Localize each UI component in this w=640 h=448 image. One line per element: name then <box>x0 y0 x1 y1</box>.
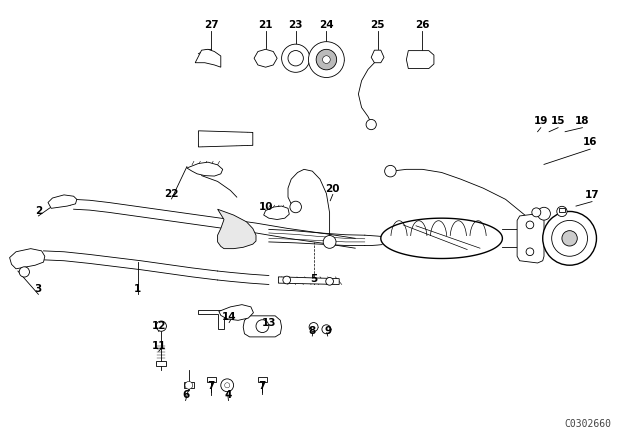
Text: 2: 2 <box>35 206 42 215</box>
Circle shape <box>156 321 166 331</box>
Text: 25: 25 <box>371 20 385 30</box>
Circle shape <box>557 207 567 216</box>
Text: 1: 1 <box>134 284 141 294</box>
Polygon shape <box>218 209 256 249</box>
Polygon shape <box>258 377 267 382</box>
Circle shape <box>326 277 333 285</box>
Polygon shape <box>198 310 230 329</box>
Circle shape <box>543 211 596 265</box>
Text: 3: 3 <box>35 284 42 294</box>
Polygon shape <box>278 277 339 284</box>
Text: 21: 21 <box>259 20 273 30</box>
Text: 5: 5 <box>310 274 317 284</box>
Text: 14: 14 <box>222 312 236 322</box>
Text: 20: 20 <box>326 184 340 194</box>
Polygon shape <box>559 208 565 212</box>
Text: 13: 13 <box>262 319 276 328</box>
Text: 7: 7 <box>207 381 215 391</box>
Text: 4: 4 <box>225 390 232 400</box>
Polygon shape <box>254 49 277 67</box>
Text: 12: 12 <box>152 321 166 331</box>
Circle shape <box>185 381 193 389</box>
Polygon shape <box>243 316 282 337</box>
Text: 10: 10 <box>259 202 273 212</box>
Text: 27: 27 <box>204 20 218 30</box>
Polygon shape <box>184 382 194 388</box>
Polygon shape <box>198 131 253 147</box>
Polygon shape <box>187 162 223 176</box>
Circle shape <box>526 221 534 229</box>
Text: 16: 16 <box>583 138 597 147</box>
Text: C0302660: C0302660 <box>564 419 611 429</box>
Circle shape <box>385 165 396 177</box>
Circle shape <box>562 231 577 246</box>
Text: 23: 23 <box>289 20 303 30</box>
Text: 26: 26 <box>415 20 429 30</box>
Polygon shape <box>10 249 45 269</box>
Circle shape <box>552 220 588 256</box>
Circle shape <box>19 267 29 277</box>
Polygon shape <box>406 51 434 69</box>
Polygon shape <box>371 50 384 63</box>
Text: 19: 19 <box>534 116 548 126</box>
Circle shape <box>308 42 344 78</box>
Polygon shape <box>156 361 166 366</box>
Polygon shape <box>207 377 216 382</box>
Circle shape <box>323 56 330 64</box>
Circle shape <box>366 120 376 129</box>
Circle shape <box>309 323 318 332</box>
Text: 9: 9 <box>324 326 332 336</box>
Circle shape <box>221 379 234 392</box>
Text: 22: 22 <box>164 189 179 198</box>
Circle shape <box>256 320 269 332</box>
Polygon shape <box>381 218 502 258</box>
Text: 8: 8 <box>308 326 316 336</box>
Circle shape <box>225 383 230 388</box>
Text: 18: 18 <box>575 116 589 126</box>
Text: 7: 7 <box>259 381 266 391</box>
Text: 24: 24 <box>319 20 333 30</box>
Polygon shape <box>219 305 253 320</box>
Circle shape <box>532 208 541 217</box>
Text: 15: 15 <box>551 116 565 126</box>
Circle shape <box>290 201 301 213</box>
Circle shape <box>322 325 331 334</box>
Polygon shape <box>48 195 77 208</box>
Polygon shape <box>264 206 289 220</box>
Circle shape <box>282 44 310 72</box>
Text: 11: 11 <box>152 341 166 351</box>
Polygon shape <box>195 49 221 67</box>
Circle shape <box>526 248 534 256</box>
Circle shape <box>283 276 291 284</box>
Circle shape <box>288 51 303 66</box>
Text: 17: 17 <box>585 190 599 200</box>
Circle shape <box>323 236 336 248</box>
Text: 6: 6 <box>182 390 189 400</box>
Circle shape <box>316 49 337 70</box>
Polygon shape <box>517 214 544 263</box>
Circle shape <box>538 207 550 220</box>
